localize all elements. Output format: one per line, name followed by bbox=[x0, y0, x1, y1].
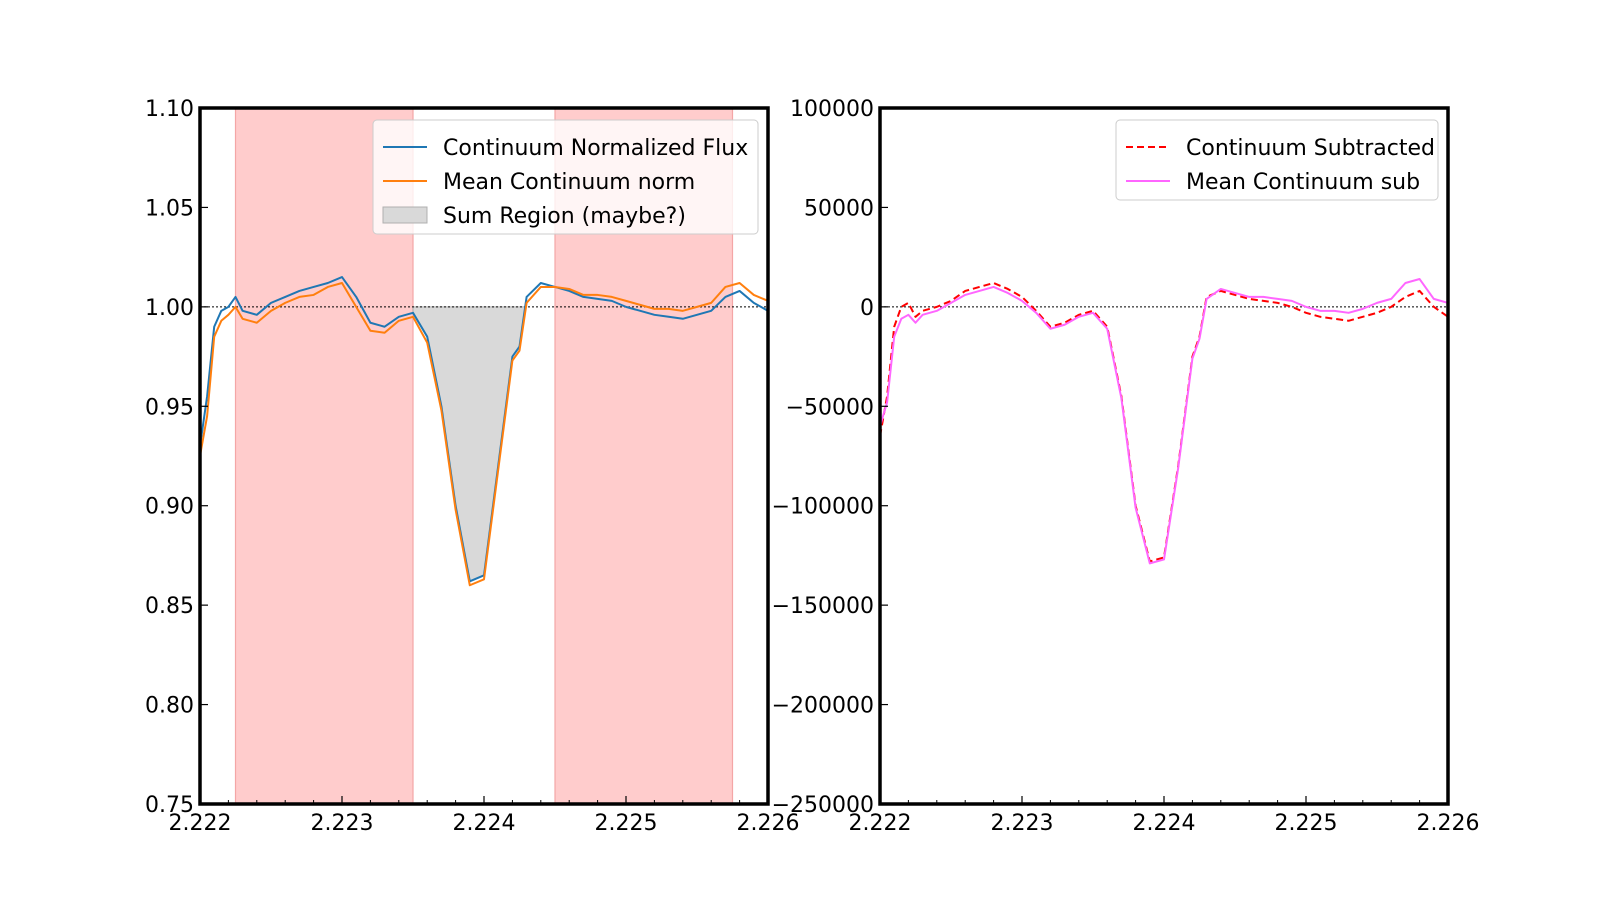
chart-left: 2.222 2.223 2.224 2.225 2.226 0.75 0.80 0.85 0.9… bbox=[145, 97, 799, 836]
legend-label: Continuum Subtracted bbox=[1186, 136, 1435, 161]
legend: Continuum Normalized Flux Mean Continuum … bbox=[372, 119, 759, 235]
series-line-1 bbox=[880, 281, 1448, 563]
legend-label: Continuum Normalized Flux bbox=[443, 136, 748, 161]
y-tick-label: 0.80 bbox=[145, 694, 194, 719]
series-line-2 bbox=[200, 281, 768, 587]
plot-area bbox=[880, 278, 1448, 565]
y-tick-label: −100000 bbox=[772, 495, 874, 520]
x-tick-label: 2.226 bbox=[737, 811, 800, 836]
y-tick-label: 0 bbox=[860, 296, 874, 321]
legend-box bbox=[1115, 119, 1439, 201]
series-line-2 bbox=[880, 278, 1448, 565]
legend: Continuum Subtracted Mean Continuum sub bbox=[1115, 119, 1439, 201]
x-tick-label: 2.222 bbox=[849, 811, 912, 836]
x-tick-label: 2.225 bbox=[1275, 811, 1338, 836]
x-tick-label: 2.225 bbox=[595, 811, 658, 836]
y-tick-label: 100000 bbox=[790, 97, 874, 122]
x-tick-label: 2.223 bbox=[991, 811, 1054, 836]
y-tick-label: 1.05 bbox=[145, 196, 194, 221]
y-tick-label: 50000 bbox=[804, 196, 874, 221]
y-tick-label: 0.90 bbox=[145, 495, 194, 520]
x-tick-label: 2.224 bbox=[1133, 811, 1196, 836]
y-tick-label: 0.75 bbox=[145, 793, 194, 818]
y-tick-label: 1.00 bbox=[145, 296, 194, 321]
chart-right: 2.222 2.223 2.224 2.225 2.226 −250000 −200000 −… bbox=[772, 97, 1480, 836]
legend-label: Sum Region (maybe?) bbox=[443, 204, 686, 229]
tick-labels: 2.222 2.223 2.224 2.225 2.226 −250000 −200000 −… bbox=[772, 97, 1480, 836]
legend-label: Mean Continuum norm bbox=[443, 170, 695, 195]
y-tick-label: −50000 bbox=[786, 395, 874, 420]
sum-region-fill bbox=[412, 296, 528, 582]
y-tick-label: 1.10 bbox=[145, 97, 194, 122]
y-tick-label: −250000 bbox=[772, 793, 874, 818]
y-tick-label: 0.85 bbox=[145, 594, 194, 619]
y-tick-label: −150000 bbox=[772, 594, 874, 619]
x-tick-label: 2.226 bbox=[1417, 811, 1480, 836]
y-tick-label: 0.95 bbox=[145, 395, 194, 420]
y-tick-label: −200000 bbox=[772, 694, 874, 719]
legend-swatch bbox=[382, 206, 428, 224]
tick-labels: 2.222 2.223 2.224 2.225 2.226 0.75 0.80 0.85 0.9… bbox=[145, 97, 799, 836]
x-tick-label: 2.224 bbox=[453, 811, 516, 836]
legend-label: Mean Continuum sub bbox=[1186, 170, 1420, 195]
x-tick-label: 2.222 bbox=[169, 811, 232, 836]
x-tick-label: 2.223 bbox=[311, 811, 374, 836]
axes-frame bbox=[878, 106, 1450, 806]
legend-box bbox=[372, 119, 759, 235]
